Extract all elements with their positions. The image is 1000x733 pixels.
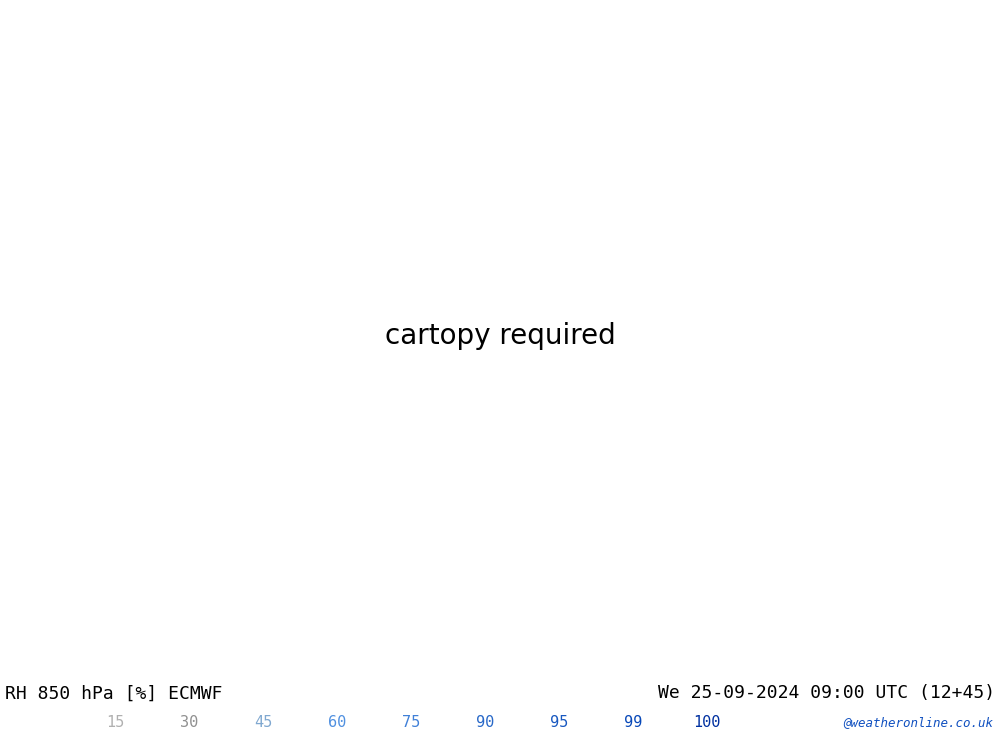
Text: RH 850 hPa [%] ECMWF: RH 850 hPa [%] ECMWF [5, 685, 222, 702]
Text: 75: 75 [402, 715, 420, 729]
Text: 100: 100 [693, 715, 721, 729]
Text: 90: 90 [476, 715, 494, 729]
Text: 60: 60 [328, 715, 346, 729]
Text: 30: 30 [180, 715, 198, 729]
Text: 15: 15 [106, 715, 124, 729]
Text: 95: 95 [550, 715, 568, 729]
Text: @weatheronline.co.uk: @weatheronline.co.uk [843, 715, 993, 729]
Text: We 25-09-2024 09:00 UTC (12+45): We 25-09-2024 09:00 UTC (12+45) [658, 685, 995, 702]
Text: 99: 99 [624, 715, 642, 729]
Text: cartopy required: cartopy required [385, 322, 615, 350]
Text: 45: 45 [254, 715, 272, 729]
